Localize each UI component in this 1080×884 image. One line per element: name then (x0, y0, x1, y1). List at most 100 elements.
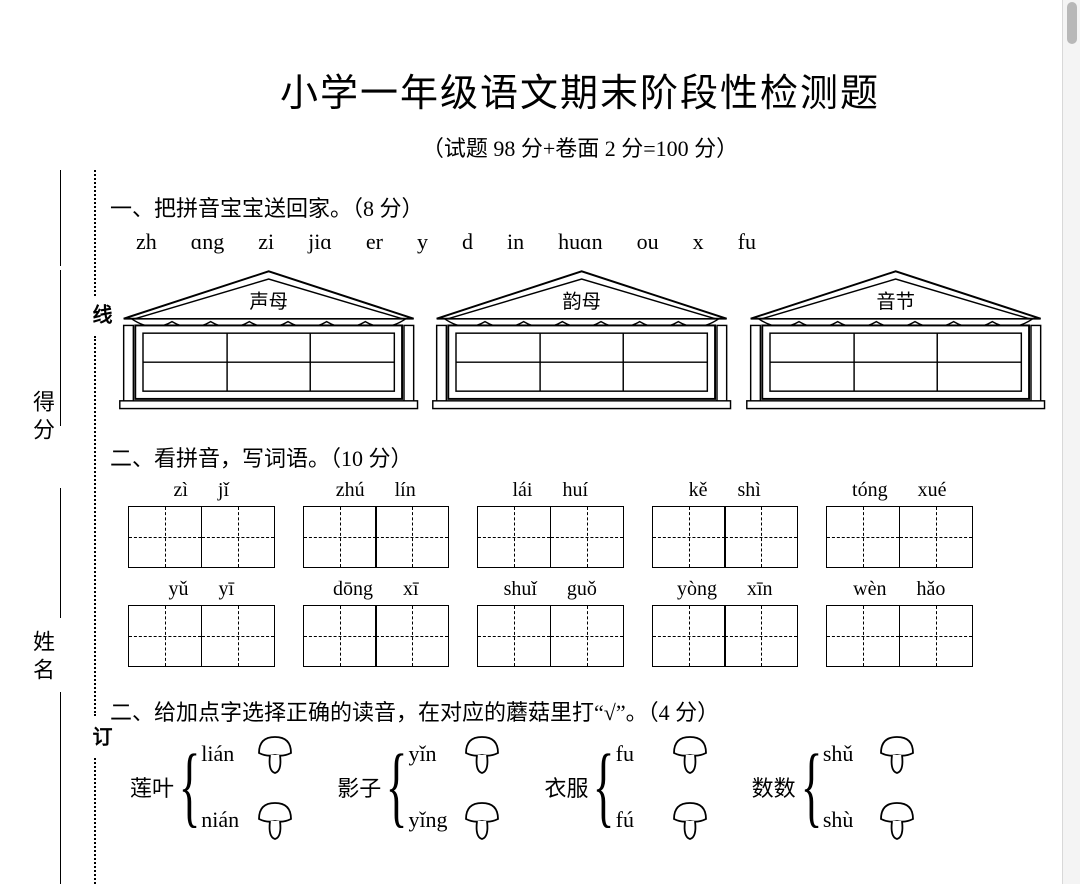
mushroom-icon (668, 733, 712, 775)
option-pinyin: nián (201, 807, 249, 833)
mushroom-group: 莲叶{lián nián (130, 733, 297, 841)
page-title: 小学一年级语文期末阶段性检测题 (110, 62, 1050, 117)
tianzige-cell (724, 506, 798, 568)
tianzige-group: yòngxīn (652, 578, 799, 667)
tianzige-group: yǔyī (128, 578, 275, 667)
name-label: 姓名 (26, 630, 58, 686)
tianzige-cell (477, 506, 551, 568)
tianzige-cell (201, 506, 275, 568)
tianzige-cell (652, 506, 726, 568)
option-pinyin: lián (201, 741, 249, 767)
pinyin-label: xué (918, 479, 947, 502)
option-pinyin: fu (616, 741, 664, 767)
q1-pinyin-row: zh ɑng zi jiɑ er y d in huɑn ou x fu (110, 229, 1050, 255)
brace-icon: { (179, 752, 201, 822)
tianzige-cell (652, 605, 726, 667)
pinyin-item: er (366, 229, 383, 255)
tianzige-group: shuǐ guǒ (477, 578, 624, 667)
scrollbar-thumb[interactable] (1067, 2, 1077, 44)
page-subtitle: （试题 98 分+卷面 2 分=100 分） (110, 131, 1050, 163)
brace-icon: { (800, 752, 822, 822)
binding-margin: 得分 姓名 线 订 (8, 170, 104, 884)
pinyin-item: huɑn (558, 229, 603, 255)
pinyin-item: zi (258, 229, 274, 255)
mushroom-option: shù (823, 799, 919, 841)
q1-heading: 一、把拼音宝宝送回家。（8 分） (110, 191, 1050, 223)
pinyin-label: jǐ (218, 479, 229, 502)
brace-icon: { (386, 752, 408, 822)
option-pinyin: shù (823, 807, 871, 833)
mushroom-option: shǔ (823, 733, 919, 775)
pinyin-label: xī (403, 578, 419, 601)
tianzige-group: wèn hǎo (826, 578, 973, 667)
pinyin-label: wèn (853, 578, 886, 601)
house-yinjie: 音节 (741, 263, 1050, 413)
pinyin-label: yǔ (168, 578, 188, 601)
mushroom-option: nián (201, 799, 297, 841)
mushroom-word: 莲叶 (130, 771, 174, 803)
option-pinyin: shǔ (823, 741, 871, 767)
pinyin-label: guǒ (567, 578, 597, 601)
tianzige-cell (826, 506, 900, 568)
tianzige-cell (550, 605, 624, 667)
pinyin-label: tóng (852, 479, 888, 502)
mushroom-option: yǐng (408, 799, 504, 841)
option-pinyin: yǐng (408, 807, 456, 833)
pinyin-label: lái (512, 479, 532, 502)
option-pinyin: yǐn (408, 741, 456, 767)
houses-row: 声母 韵母 (110, 263, 1050, 413)
pinyin-label: zì (173, 479, 187, 502)
tianzige-cell (201, 605, 275, 667)
pinyin-label: kě (689, 479, 708, 502)
tianzige-cell (550, 506, 624, 568)
pinyin-item: y (417, 229, 428, 255)
pinyin-label: shì (738, 479, 761, 502)
tianzige-group: zhúlín (303, 479, 450, 568)
q2-row1: zì jǐ zhúlín lái huí kě shì tóng xué (110, 479, 1050, 568)
mushroom-icon (875, 733, 919, 775)
pinyin-item: zh (136, 229, 157, 255)
q2-heading: 二、看拼音，写词语。（10 分） (110, 441, 1050, 473)
tianzige-cell (899, 605, 973, 667)
svg-text:音节: 音节 (876, 291, 915, 313)
tianzige-cell (303, 605, 377, 667)
tianzige-cell (128, 506, 202, 568)
pinyin-label: huí (562, 479, 588, 502)
pinyin-item: ou (637, 229, 659, 255)
mushroom-word: 影子 (337, 771, 381, 803)
mushroom-icon (460, 799, 504, 841)
pinyin-label: hǎo (916, 578, 945, 601)
mushroom-icon (875, 799, 919, 841)
tianzige-group: kě shì (652, 479, 799, 568)
tianzige-group: lái huí (477, 479, 624, 568)
pinyin-label: dōng (333, 578, 373, 601)
pinyin-label: yòng (677, 578, 717, 601)
house-shengmu: 声母 (114, 263, 423, 413)
pinyin-item: ɑng (191, 229, 225, 255)
svg-text:声母: 声母 (249, 291, 288, 313)
tianzige-cell (724, 605, 798, 667)
mushroom-icon (253, 799, 297, 841)
mushroom-option: yǐn (408, 733, 504, 775)
q3-row: 莲叶{liánnián影子{yǐnyǐng衣服{fufú数数{shǔshù (110, 733, 1050, 841)
q3-heading: 二、给加点字选择正确的读音，在对应的蘑菇里打“√”。（4 分） (110, 695, 1050, 727)
option-pinyin: fú (616, 807, 664, 833)
pinyin-item: d (462, 229, 473, 255)
pinyin-label: lín (395, 479, 416, 502)
scrollbar-track[interactable] (1062, 0, 1080, 884)
mushroom-option: lián (201, 733, 297, 775)
pinyin-label: shuǐ (504, 578, 537, 601)
content-area: 小学一年级语文期末阶段性检测题 （试题 98 分+卷面 2 分=100 分） 一… (110, 62, 1050, 841)
mushroom-word: 衣服 (544, 771, 588, 803)
brace-icon: { (593, 752, 615, 822)
mushroom-option: fu (616, 733, 712, 775)
worksheet-page: 得分 姓名 线 订 小学一年级语文期末阶段性检测题 （试题 98 分+卷面 2 … (0, 0, 1062, 884)
tianzige-cell (826, 605, 900, 667)
mushroom-group: 影子{yǐn yǐng (337, 733, 504, 841)
pinyin-item: x (693, 229, 704, 255)
mushroom-icon (460, 733, 504, 775)
tianzige-cell (477, 605, 551, 667)
tianzige-cell (303, 506, 377, 568)
house-yunmu: 韵母 (427, 263, 736, 413)
tianzige-cell (375, 605, 449, 667)
